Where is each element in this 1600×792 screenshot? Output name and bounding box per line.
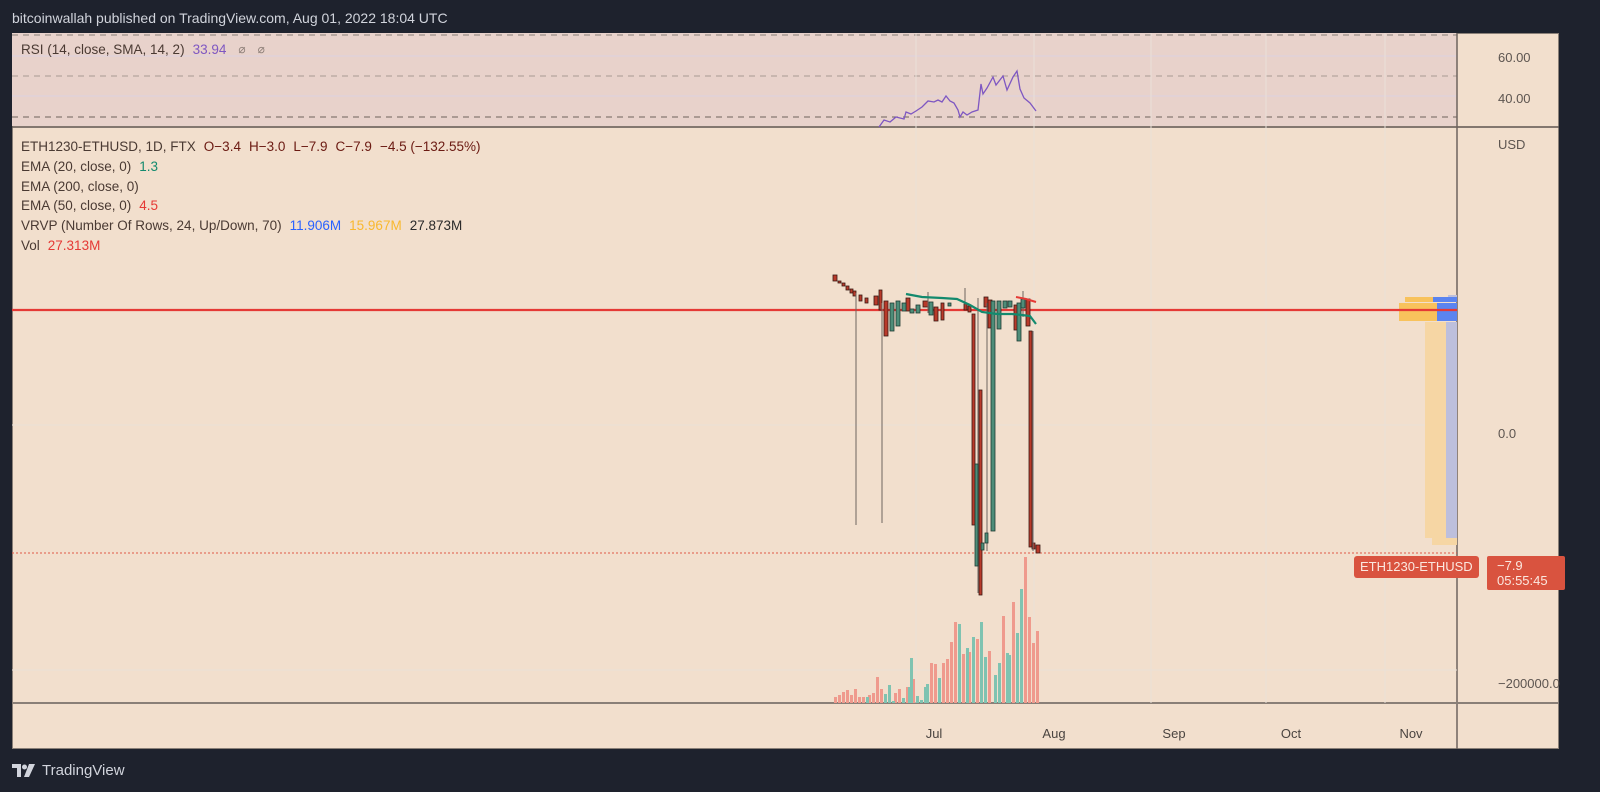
volume-value: 27.313M (47, 237, 101, 253)
indicator-label: EMA (20, close, 0) (21, 158, 132, 174)
indicator-volume[interactable]: Vol 27.313M (21, 236, 481, 256)
indicator-vrvp[interactable]: VRVP (Number Of Rows, 24, Up/Down, 70) 1… (21, 216, 481, 236)
x-axis-label-nov: Nov (1399, 726, 1423, 741)
vrvp-down-value: 15.967M (349, 218, 402, 234)
change-value: −4.5 (−132.55%) (379, 139, 481, 154)
hidden-value-icon: ⌀ (238, 42, 246, 56)
indicator-label: Vol (21, 237, 40, 253)
indicator-label: EMA (50, close, 0) (21, 198, 132, 214)
high-value: H−3.0 (248, 139, 286, 154)
indicator-label: EMA (200, close, 0) (21, 178, 139, 194)
symbol-label: ETH1230-ETHUSD, 1D, FTX (21, 139, 196, 154)
ema50-line (1015, 296, 1037, 303)
price-axis-tick-neg200000: −200000.0 (1498, 676, 1560, 691)
indicator-ema20[interactable]: EMA (20, close, 0) 1.3 (21, 157, 481, 177)
indicator-value: 1.3 (139, 158, 159, 174)
tradingview-logo-icon (12, 763, 35, 777)
price-axis-tick-0: 0.0 (1498, 426, 1517, 441)
close-value: C−7.9 (335, 139, 372, 154)
symbol-price-tag: ETH1230-ETHUSD (1354, 556, 1479, 578)
last-price-tag: −7.9 05:55:45 (1487, 556, 1565, 590)
candles (832, 274, 1041, 596)
x-axis-label-sep: Sep (1162, 726, 1186, 741)
indicator-ema200[interactable]: EMA (200, close, 0) (21, 177, 481, 197)
open-value: O−3.4 (203, 139, 241, 154)
x-axis-label-jul: Jul (925, 726, 943, 741)
currency-label[interactable]: USD (1498, 137, 1526, 152)
vrvp-up-value: 11.906M (289, 218, 342, 234)
rsi-axis-tick-40: 40.00 (1498, 91, 1531, 106)
publisher-header: bitcoinwallah published on TradingView.c… (12, 10, 448, 26)
tradingview-brand[interactable]: TradingView (12, 762, 125, 779)
rsi-line (878, 69, 1037, 128)
x-axis-label-oct: Oct (1280, 726, 1302, 741)
rsi-label: RSI (14, close, SMA, 14, 2) (21, 42, 185, 57)
rsi-axis-tick-60: 60.00 (1498, 50, 1531, 65)
indicator-ema50[interactable]: EMA (50, close, 0) 4.5 (21, 196, 481, 216)
low-value: L−7.9 (293, 139, 328, 154)
x-axis-label-aug: Aug (1042, 726, 1066, 741)
vrvp-profile (1399, 295, 1457, 545)
main-legend[interactable]: ETH1230-ETHUSD, 1D, FTX O−3.4 H−3.0 L−7.… (21, 137, 481, 256)
last-price-value: −7.9 (1497, 558, 1523, 573)
volume-bars (834, 557, 1039, 703)
indicator-value: 4.5 (139, 198, 159, 214)
chart-canvas[interactable] (12, 33, 1559, 749)
indicator-label: VRVP (Number Of Rows, 24, Up/Down, 70) (21, 218, 282, 234)
symbol-ohlc-row[interactable]: ETH1230-ETHUSD, 1D, FTX O−3.4 H−3.0 L−7.… (21, 137, 481, 157)
chart-frame[interactable] (12, 33, 1559, 749)
ema20-line (905, 292, 1037, 325)
brand-name: TradingView (42, 762, 125, 779)
vrvp-total-value: 27.873M (409, 218, 463, 234)
rsi-value: 33.94 (192, 42, 227, 57)
hidden-value-icon: ⌀ (257, 42, 265, 56)
rsi-pane (12, 33, 1457, 126)
rsi-legend[interactable]: RSI (14, close, SMA, 14, 2) 33.94 ⌀ ⌀ (21, 40, 265, 60)
bar-countdown: 05:55:45 (1497, 573, 1548, 588)
